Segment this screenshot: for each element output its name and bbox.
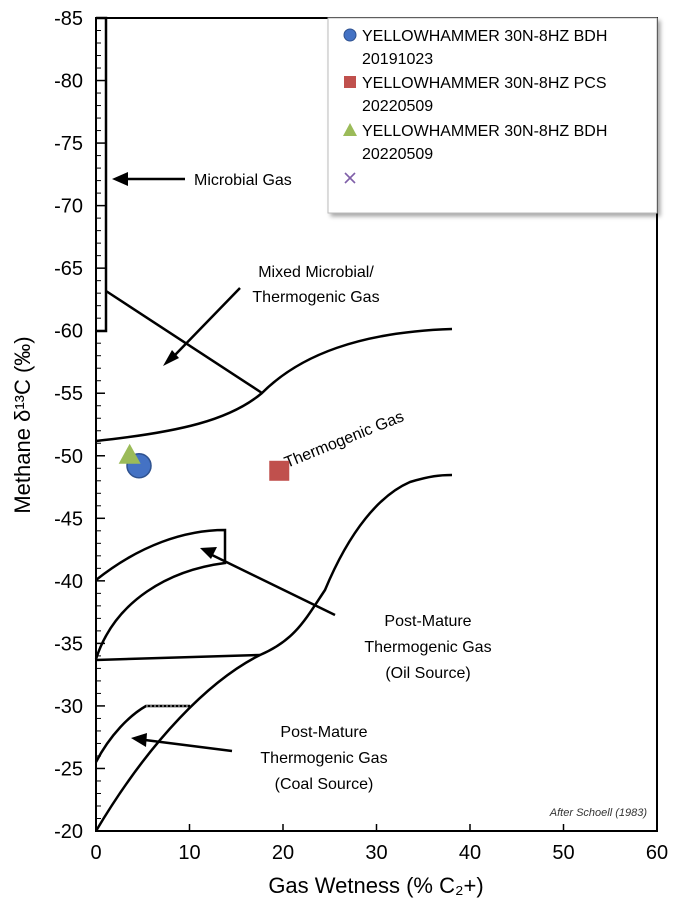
region-boundaries: [94, 16, 453, 832]
y-tick-label: -70: [54, 196, 83, 218]
x-tick-label: 50: [552, 842, 574, 864]
y-tick-label: -80: [54, 71, 83, 93]
coal-source-outer: [94, 704, 190, 763]
x-tick-label: 10: [178, 842, 200, 864]
legend-entry-1-line2: 20191023: [362, 51, 433, 68]
x-tick-label: 40: [459, 842, 481, 864]
arrow-coal-head: [131, 733, 147, 747]
thermogenic-lower-curve: [95, 327, 453, 443]
label-mixed-line1: Mixed Microbial/: [258, 264, 374, 281]
arrow-coal: [144, 738, 233, 753]
y-tick-label: -65: [54, 258, 83, 280]
y-tick-label: -50: [54, 446, 83, 468]
arrow-mixed-head: [163, 350, 179, 366]
point-square: [269, 460, 290, 481]
y-tick-label: -40: [54, 571, 83, 593]
x-axis-title: Gas Wetness (% C₂+): [268, 873, 483, 898]
legend-entry-2-line1: YELLOWHAMMER 30N-8HZ PCS: [362, 75, 607, 92]
label-coal-line3: (Coal Source): [275, 776, 374, 793]
oil-source-outer: [94, 528, 227, 660]
label-oil-line1: Post-Mature: [384, 613, 471, 630]
y-tick-label: -35: [54, 633, 83, 655]
legend-entry-3-line1: YELLOWHAMMER 30N-8HZ BDH: [362, 123, 607, 140]
microbial-box: [96, 16, 108, 333]
label-microbial-gas: Microbial Gas: [194, 172, 292, 189]
y-tick-label: -60: [54, 321, 83, 343]
legend-marker-x: [344, 172, 356, 184]
y-tick-label: -25: [54, 758, 83, 780]
label-coal-line1: Post-Mature: [280, 724, 367, 741]
label-oil-line3: (Oil Source): [385, 665, 470, 682]
credit-text: After Schoell (1983): [549, 807, 648, 819]
annotation-arrows: [112, 172, 336, 753]
arrow-mixed: [174, 287, 241, 356]
arrow-oil: [211, 553, 336, 617]
y-tick-label: -45: [54, 508, 83, 530]
x-tick-label: 30: [365, 842, 387, 864]
x-tick-label: 20: [272, 842, 294, 864]
x-tick-label: 0: [90, 842, 101, 864]
arrow-oil-head: [200, 547, 217, 559]
legend-entry-1-line1: YELLOWHAMMER 30N-8HZ BDH: [362, 28, 607, 45]
point-triangle: [118, 443, 141, 464]
x-tick-label: 60: [646, 842, 668, 864]
legend-marker-triangle: [343, 123, 357, 136]
y-tick-label: -30: [54, 696, 83, 718]
y-tick-label: -55: [54, 383, 83, 405]
legend-marker-circle: [343, 28, 357, 42]
legend-marker-square: [344, 76, 356, 88]
y-axis-title: Methane δ¹³C (‰): [10, 336, 35, 513]
arrow-microbial-head: [112, 172, 128, 186]
legend-box: [327, 17, 658, 214]
y-tick-label: -85: [54, 8, 83, 30]
y-tick-label: -20: [54, 821, 83, 843]
legend-entry-2-line2: 20220509: [362, 98, 433, 115]
post-mature-curve: [94, 473, 453, 832]
legend-entry-3-line2: 20220509: [362, 146, 433, 163]
label-mixed-line2: Thermogenic Gas: [252, 289, 379, 306]
oil-source-base: [95, 653, 261, 662]
axis-ticks: 0 10 20 30 40 50 60 -20 -25 -30 -35 -40 -45 -50 -55 -60…: [54, 8, 668, 864]
y-tick-label: -75: [54, 133, 83, 155]
label-oil-line2: Thermogenic Gas: [364, 639, 491, 656]
legend: YELLOWHAMMER 30N-8HZ BDH 20191023 YELLOW…: [327, 17, 658, 214]
label-coal-line2: Thermogenic Gas: [260, 750, 387, 767]
data-points: [118, 443, 290, 481]
mixed-diagonal: [105, 289, 263, 395]
